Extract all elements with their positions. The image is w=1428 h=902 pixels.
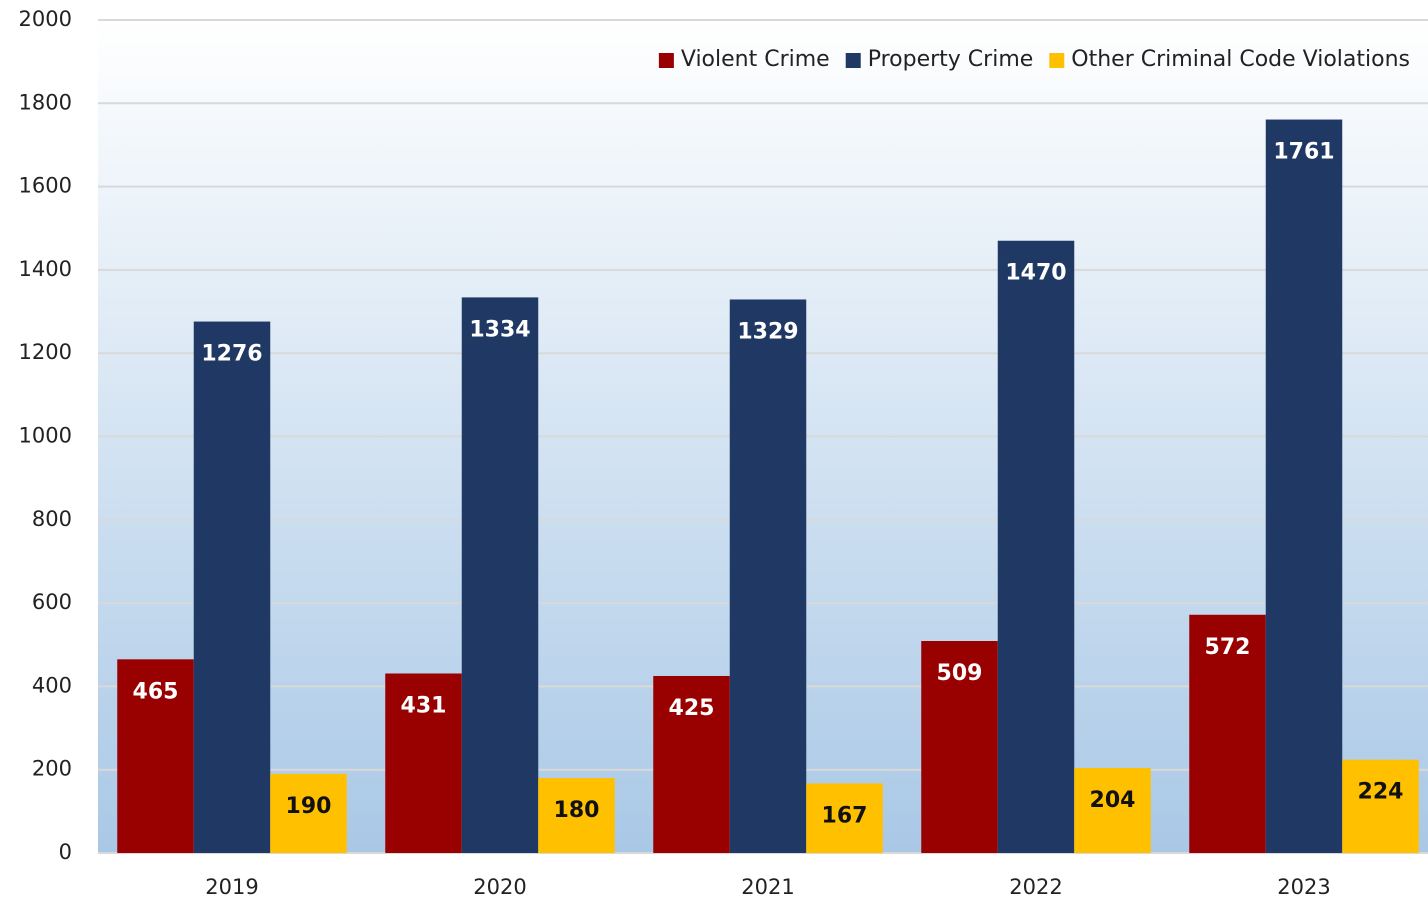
y-tick-label: 2000 bbox=[19, 7, 72, 31]
data-label: 1276 bbox=[201, 342, 262, 367]
bar bbox=[117, 659, 194, 853]
data-label: 204 bbox=[1090, 788, 1136, 813]
bar bbox=[385, 673, 462, 853]
data-label: 224 bbox=[1358, 780, 1404, 805]
x-tick-label: 2019 bbox=[205, 875, 258, 899]
bar bbox=[1189, 614, 1266, 853]
x-tick-label: 2022 bbox=[1009, 875, 1062, 899]
bar bbox=[1074, 768, 1151, 853]
x-tick-label: 2021 bbox=[741, 875, 794, 899]
y-tick-label: 1200 bbox=[19, 340, 72, 364]
data-label: 425 bbox=[669, 696, 715, 721]
data-label: 1470 bbox=[1005, 261, 1066, 286]
bar bbox=[538, 778, 615, 853]
legend-label: Violent Crime bbox=[681, 47, 830, 72]
bar bbox=[997, 240, 1075, 853]
bar bbox=[729, 299, 807, 853]
bar bbox=[653, 675, 730, 853]
y-tick-label: 1800 bbox=[19, 90, 72, 114]
bar bbox=[921, 641, 998, 853]
bar bbox=[270, 773, 347, 853]
y-tick-label: 0 bbox=[59, 840, 72, 864]
data-label: 465 bbox=[133, 679, 179, 704]
y-tick-label: 1000 bbox=[19, 424, 72, 448]
data-label: 572 bbox=[1205, 635, 1251, 660]
x-tick-label: 2023 bbox=[1277, 875, 1330, 899]
x-tick-label: 2020 bbox=[473, 875, 526, 899]
y-tick-label: 800 bbox=[32, 507, 72, 531]
data-label: 1334 bbox=[469, 317, 530, 342]
data-label: 190 bbox=[286, 794, 332, 819]
y-tick-label: 200 bbox=[32, 757, 72, 781]
data-label: 1329 bbox=[737, 319, 798, 344]
bar bbox=[1342, 759, 1419, 853]
y-tick-label: 1600 bbox=[19, 174, 72, 198]
data-label: 431 bbox=[401, 693, 447, 718]
y-tick-label: 600 bbox=[32, 590, 72, 614]
legend-swatch bbox=[1049, 53, 1065, 68]
data-label: 1761 bbox=[1273, 140, 1334, 165]
bar bbox=[1265, 119, 1343, 853]
data-label: 180 bbox=[554, 798, 600, 823]
data-label: 509 bbox=[937, 661, 983, 686]
y-tick-label: 400 bbox=[32, 673, 72, 697]
legend-label: Other Criminal Code Violations bbox=[1071, 47, 1410, 72]
legend-label: Property Crime bbox=[868, 47, 1034, 72]
y-tick-label: 1400 bbox=[19, 257, 72, 281]
data-label: 167 bbox=[822, 803, 868, 828]
bar bbox=[193, 321, 271, 853]
bar bbox=[806, 783, 883, 853]
bar bbox=[461, 297, 539, 853]
legend-swatch bbox=[845, 53, 861, 68]
legend-swatch bbox=[658, 53, 674, 68]
